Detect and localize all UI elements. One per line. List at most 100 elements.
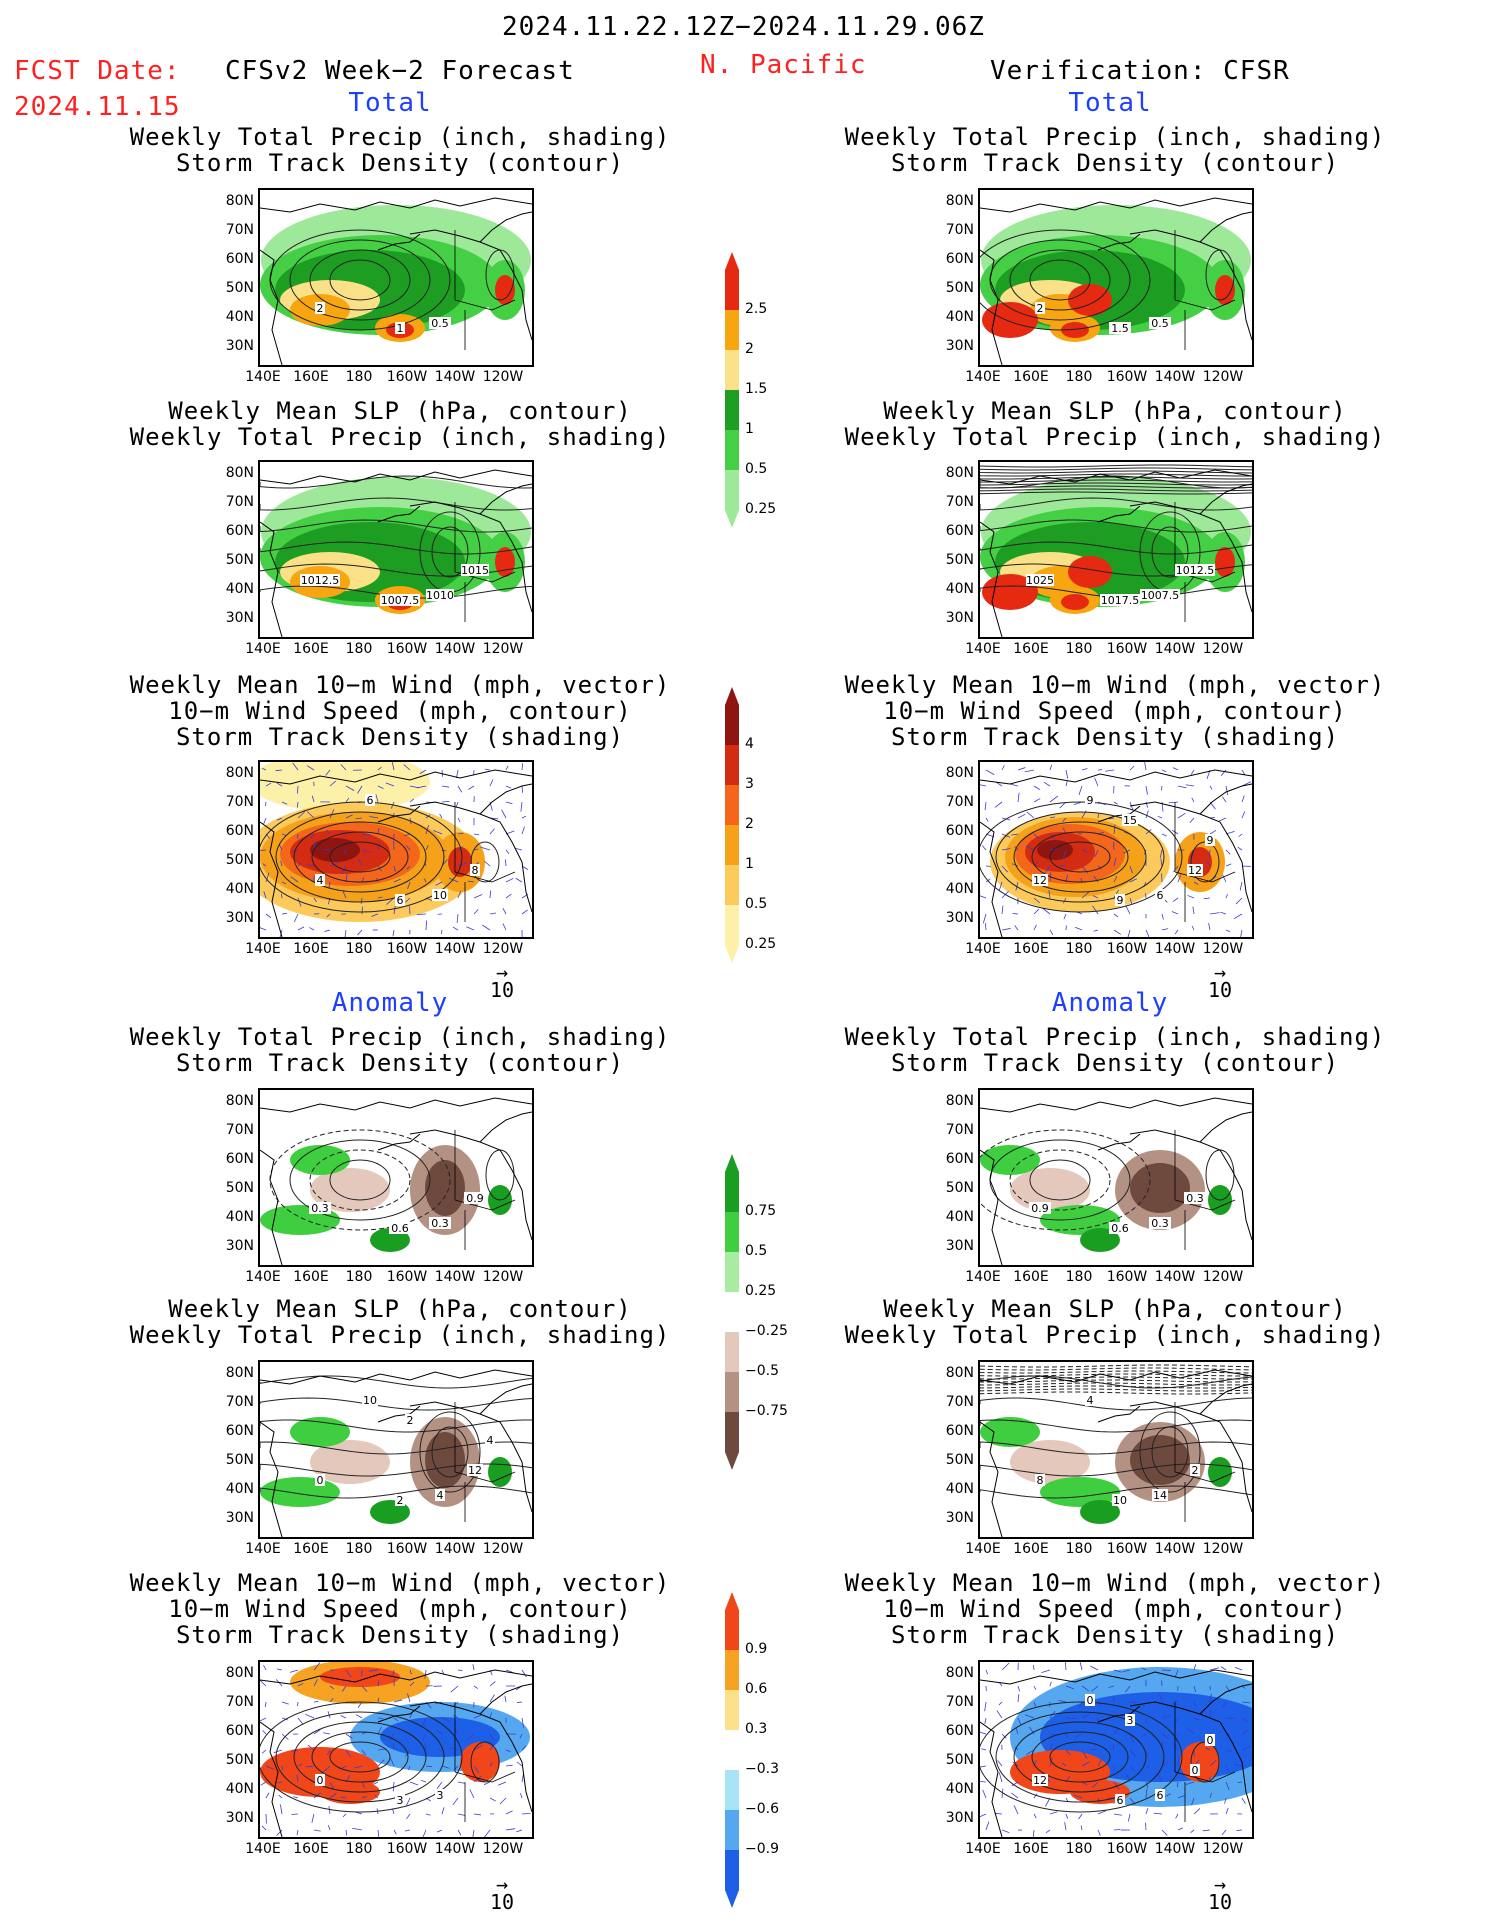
wind-vector	[1001, 865, 1008, 873]
svg-text:2: 2	[407, 1414, 414, 1427]
wind-vector	[1205, 1747, 1211, 1751]
lon-tick-label: 160E	[293, 1269, 329, 1285]
wind-vector	[311, 795, 315, 803]
wind-vector	[313, 1829, 321, 1832]
contour-line	[980, 801, 1183, 913]
wind-vector	[1010, 783, 1019, 787]
coastline	[409, 501, 532, 613]
wind-vector	[1237, 846, 1243, 851]
wind-vector	[296, 1829, 299, 1836]
wind-vector	[448, 877, 459, 883]
wind-vector	[1241, 1797, 1246, 1804]
colorbar-segment	[725, 1610, 739, 1650]
colorbar-label: −0.25	[745, 1323, 788, 1339]
wind-vector	[1177, 1795, 1185, 1799]
contour-label: 0.3	[429, 1217, 451, 1230]
wind-vector	[265, 1792, 270, 1799]
wind-vector	[1076, 1733, 1083, 1738]
wind-vector	[985, 817, 989, 822]
wind-vector	[1091, 1781, 1099, 1789]
coastline	[409, 1401, 532, 1513]
svg-text:9: 9	[1207, 834, 1214, 847]
svg-text:4: 4	[487, 1434, 494, 1447]
wind-vector	[265, 913, 272, 919]
wind-vector	[1241, 811, 1246, 819]
lon-tick-label: 140W	[434, 1541, 476, 1557]
wind-vector	[340, 1715, 347, 1719]
svg-text:2: 2	[317, 302, 324, 315]
lon-tick-label: 140W	[434, 1269, 476, 1285]
wind-vector	[420, 1780, 427, 1783]
lon-tick-label: 140W	[434, 1841, 476, 1857]
wind-vector	[377, 828, 380, 835]
wind-vector	[432, 830, 443, 835]
lon-tick-label: 140E	[245, 641, 281, 657]
wind-vector	[1174, 1700, 1179, 1703]
lat-tick-label: 80N	[945, 765, 974, 781]
wind-vector	[505, 893, 512, 899]
wind-vector	[505, 849, 510, 855]
wind-vector	[1049, 816, 1055, 819]
lon-tick-label: 160W	[1106, 1541, 1148, 1557]
wind-vector	[275, 769, 283, 772]
wind-vector	[355, 1714, 363, 1719]
contour-line	[980, 1388, 1252, 1392]
wind-vector	[345, 1669, 352, 1678]
wind-vector	[521, 1812, 531, 1815]
lat-tick-label: 50N	[225, 552, 254, 568]
lon-tick-label: 160W	[1106, 369, 1148, 385]
contour-line	[980, 519, 1252, 533]
wind-vector	[521, 815, 527, 819]
wind-vector	[273, 1749, 283, 1754]
panel-title: Weekly Mean SLP (hPa, contour) Weekly To…	[129, 1295, 671, 1349]
coastline	[1199, 483, 1252, 515]
lat-tick-label: 50N	[945, 280, 974, 296]
svg-text:4: 4	[317, 874, 324, 887]
wind-vector	[520, 801, 523, 812]
contour-label: 0.5	[1149, 317, 1171, 330]
wind-vector	[1093, 875, 1099, 883]
wind-vector	[1185, 784, 1195, 787]
wind-vector	[456, 913, 459, 923]
contour-line	[980, 229, 1151, 331]
wind-vector	[473, 1714, 482, 1719]
wind-vector	[1129, 1733, 1135, 1744]
contour-label: 9	[1205, 834, 1215, 847]
shading-blob	[1215, 547, 1235, 577]
lat-tick-label: 30N	[945, 1238, 974, 1254]
wind-vector	[327, 1825, 331, 1831]
wind-vector	[406, 1797, 411, 1806]
coastline	[377, 1133, 421, 1151]
wind-vector	[1014, 925, 1019, 931]
shading-blob	[260, 762, 430, 812]
wind-vector	[1141, 1733, 1147, 1737]
wind-vector	[1222, 874, 1227, 883]
wind-vector	[1129, 897, 1133, 905]
wind-vector	[263, 1665, 267, 1671]
panel-title: Weekly Mean 10−m Wind (mph, vector) 10−m…	[129, 1569, 671, 1649]
wind-vector	[1105, 769, 1115, 772]
wind-vector	[466, 926, 475, 931]
wind-vector	[1017, 1694, 1020, 1703]
wind-vector	[1094, 777, 1099, 787]
wind-vector	[1129, 1765, 1136, 1772]
wind-vector	[280, 893, 283, 899]
wind-vector	[360, 897, 363, 904]
wind-vector	[1145, 829, 1152, 835]
contour-label: 12	[467, 1464, 483, 1477]
svg-text:12: 12	[1033, 874, 1047, 887]
vector-reference-value: 10	[489, 1890, 515, 1914]
lon-tick-label: 140E	[965, 641, 1001, 657]
wind-vector	[468, 785, 475, 790]
wind-vector	[393, 865, 396, 872]
contour-line	[1009, 1149, 1111, 1211]
wind-vector	[1044, 865, 1051, 874]
lat-tick-label: 80N	[225, 1665, 254, 1681]
wind-vector	[263, 817, 267, 825]
wind-vector	[473, 894, 483, 899]
lon-tick-label: 160E	[293, 369, 329, 385]
section-anomaly-forecast: Anomaly	[331, 988, 449, 1018]
wind-vector	[1177, 785, 1187, 789]
wind-vector	[1017, 1717, 1022, 1725]
lon-tick-label: 160W	[386, 1269, 428, 1285]
